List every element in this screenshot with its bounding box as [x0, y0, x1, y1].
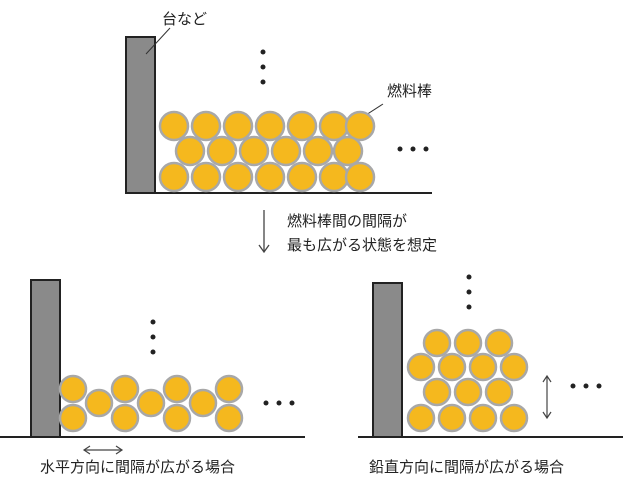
horizontal-rod-stack: [58, 374, 244, 433]
fuel-rod: [206, 135, 238, 167]
ellipsis-dot: [410, 146, 416, 152]
support-label: 台など: [162, 10, 208, 28]
ellipsis-dot: [150, 319, 156, 325]
horizontal-case-caption: 水平方向に間隔が広がる場合: [40, 458, 236, 476]
fuel-rod: [162, 374, 192, 404]
fuel-rod: [332, 135, 364, 167]
fuel-rod: [270, 135, 302, 167]
fuel-rod: [453, 328, 483, 358]
support-leader-line: [145, 27, 171, 55]
vertical-gap-arrow-bottom-head: [542, 411, 552, 420]
fuel-rod: [158, 110, 190, 142]
fuel-rod-label: 燃料棒: [387, 82, 433, 100]
ellipsis-dot: [260, 49, 266, 55]
ellipsis-dot: [260, 79, 266, 85]
fuel-rod: [158, 161, 190, 193]
fuel-rod: [437, 403, 467, 433]
fuel-rod: [188, 388, 218, 418]
ellipsis-dot: [276, 400, 282, 406]
fuel-rod: [58, 374, 88, 404]
reference-panel: [125, 27, 432, 194]
fuel-rod: [468, 403, 498, 433]
vertical-gap-arrow: [542, 374, 552, 420]
vertical-support-block: [372, 282, 403, 438]
fuel-rod: [344, 161, 376, 193]
fuel-rod: [484, 328, 514, 358]
fuel-rod: [110, 403, 140, 433]
reference-vertical-dots: [260, 49, 266, 85]
fuel-rod: [136, 388, 166, 418]
transition-arrow: [258, 210, 270, 254]
ellipsis-dot: [466, 274, 472, 280]
ellipsis-dot: [289, 400, 295, 406]
reference-support-block: [125, 36, 156, 194]
horizontal-horizontal-dots: [263, 400, 295, 406]
fuel-rod: [499, 403, 529, 433]
fuel-rod: [286, 110, 318, 142]
fuel-rod: [302, 135, 334, 167]
fuel-rod: [422, 377, 452, 407]
fuel-rod: [318, 110, 350, 142]
transition-arrow-head: [258, 244, 270, 254]
fuel-rod: [238, 135, 270, 167]
horizontal-gap-arrow-right-head: [115, 445, 124, 455]
ellipsis-dot: [260, 64, 266, 70]
reference-rod-stack: [158, 110, 376, 193]
ellipsis-dot: [596, 383, 602, 389]
fuel-rod: [422, 328, 452, 358]
fuel-rod: [58, 403, 88, 433]
fuel-rod: [468, 352, 498, 382]
fuel-rod: [453, 377, 483, 407]
ellipsis-dot: [263, 400, 269, 406]
fuel-rod: [214, 403, 244, 433]
fuel-rod: [190, 161, 222, 193]
fuel-rod: [162, 403, 192, 433]
fuel-rod: [254, 110, 286, 142]
fuel-rod: [174, 135, 206, 167]
fuel-rod: [222, 110, 254, 142]
fuel-rod: [190, 110, 222, 142]
assumption-label-line2: 最も広がる状態を想定: [287, 236, 438, 254]
horizontal-gap-panel: [0, 279, 305, 455]
ellipsis-dot: [397, 146, 403, 152]
fuel-rod: [214, 374, 244, 404]
fuel-rod: [406, 403, 436, 433]
horizontal-gap-arrow-left-head: [82, 445, 91, 455]
vertical-vertical-dots: [466, 274, 472, 310]
horizontal-gap-arrow: [82, 445, 124, 455]
vertical-case-caption: 鉛直方向に間隔が広がる場合: [369, 458, 565, 476]
fuel-rod: [222, 161, 254, 193]
ellipsis-dot: [466, 304, 472, 310]
fuel-rod: [406, 352, 436, 382]
fuel-rod: [84, 388, 114, 418]
vertical-gap-arrow-top-head: [542, 374, 552, 383]
fuel-rod: [254, 161, 286, 193]
ellipsis-dot: [583, 383, 589, 389]
ellipsis-dot: [466, 289, 472, 295]
reference-horizontal-dots: [397, 146, 429, 152]
ellipsis-dot: [423, 146, 429, 152]
horizontal-vertical-dots: [150, 319, 156, 355]
vertical-horizontal-dots: [570, 383, 602, 389]
fuel-rod: [437, 352, 467, 382]
vertical-rod-stack: [406, 328, 529, 433]
ellipsis-dot: [150, 334, 156, 340]
fuel-rod: [318, 161, 350, 193]
ellipsis-dot: [150, 349, 156, 355]
assumption-label-line1: 燃料棒間の間隔が: [287, 212, 408, 230]
fuel-rod: [110, 374, 140, 404]
fuel-rod: [286, 161, 318, 193]
ellipsis-dot: [570, 383, 576, 389]
fuel-rod: [484, 377, 514, 407]
horizontal-support-block: [30, 279, 61, 438]
vertical-gap-panel: [358, 274, 623, 438]
fuel-rod: [344, 110, 376, 142]
fuel-rod: [499, 352, 529, 382]
